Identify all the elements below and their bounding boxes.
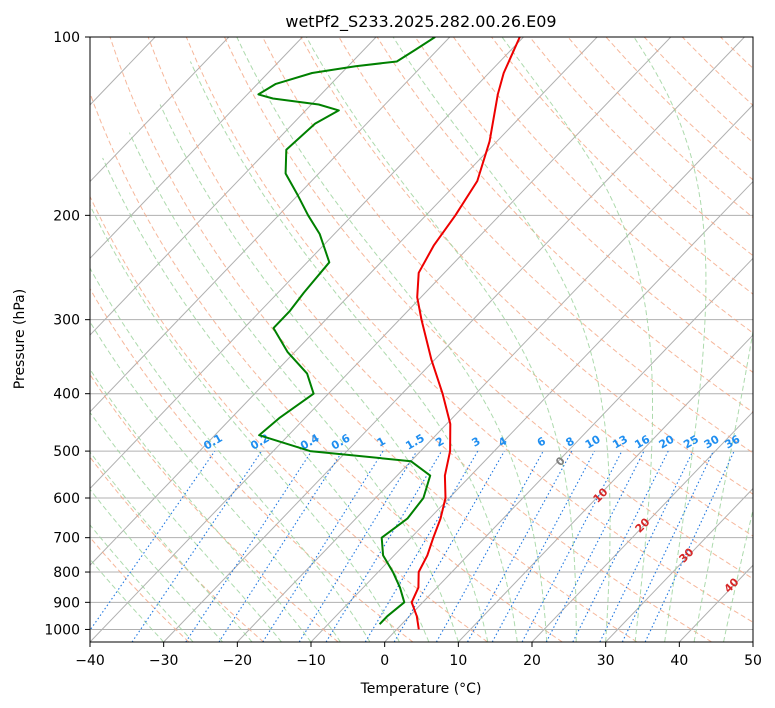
y-tick-label: 900: [53, 595, 80, 611]
x-tick-label: 40: [670, 653, 688, 669]
plot-background: [90, 37, 753, 642]
dry-adiabats: [90, 37, 775, 642]
x-tick-label: −10: [296, 653, 326, 669]
y-tick-label: 800: [53, 565, 80, 581]
moist-adiabat-line: [693, 328, 753, 642]
dry-adiabat-line: [90, 195, 488, 642]
y-tick-label: 400: [53, 387, 80, 403]
isotherm-line: [90, 37, 598, 566]
moist-adiabat-line: [90, 524, 194, 642]
profile-series: [257, 37, 521, 630]
dry-adiabat-line: [147, 37, 712, 642]
mixing-ratio-lines: [90, 450, 735, 642]
y-axis-ticks: 100 200 300 400 500 600 700 800 900 1000: [44, 30, 90, 638]
dry-adiabat-line: [90, 287, 414, 642]
y-tick-label: 1000: [44, 622, 80, 638]
moist-adiabat-line: [392, 37, 611, 642]
moist-adiabat-line: [90, 558, 165, 642]
isotherm-line: [90, 37, 524, 490]
moist-adiabat-line: [723, 508, 753, 642]
plot-frame: [89, 36, 754, 643]
mixing-ratio-line: [435, 450, 544, 642]
moist-adiabat-line: [128, 132, 459, 642]
chart-title: wetPf2_S233.2025.282.00.26.E09: [285, 12, 556, 32]
x-tick-label: 50: [744, 653, 762, 669]
isotherm-line: [90, 37, 303, 260]
moist-adiabat-line: [305, 37, 577, 642]
isotherm-line: [384, 257, 753, 642]
mixing-ratio-line: [262, 450, 384, 642]
dry-adiabat-line: [90, 536, 190, 642]
mixing-ratio-line: [298, 450, 418, 642]
mixing-ratio-line: [364, 450, 479, 642]
dry-adiabat-line: [262, 37, 753, 537]
x-tick-label: 30: [597, 653, 615, 669]
y-tick-label: 300: [53, 313, 80, 329]
dry-adiabat-line: [90, 456, 264, 642]
isotherm-line: [457, 334, 753, 642]
mixing-ratio-line: [644, 450, 735, 642]
dry-adiabat-line: [338, 37, 753, 454]
dry-adiabat-line: [185, 37, 753, 623]
mixing-ratio-line: [218, 450, 343, 642]
mixing-ratio-line: [325, 450, 443, 642]
y-tick-label: 600: [53, 491, 80, 507]
dry-adiabat-line: [90, 91, 563, 642]
mixing-ratio-line: [90, 450, 216, 632]
isotherm-line: [90, 37, 451, 413]
moist-adiabat-line: [90, 204, 400, 642]
y-tick-label: 100: [53, 30, 80, 46]
moist-adiabat-line: [189, 61, 518, 642]
x-tick-label: −40: [75, 653, 105, 669]
moist-adiabat-line: [236, 37, 548, 642]
mixing-ratio-line: [491, 450, 595, 642]
x-tick-label: 10: [449, 653, 467, 669]
moist-adiabat-line: [90, 451, 253, 642]
moist-adiabat-line: [752, 639, 753, 642]
x-tick-label: −20: [223, 653, 253, 669]
isotherm-line: [0, 37, 8, 642]
moist-adiabat-line: [90, 321, 341, 642]
mixing-ratio-line: [131, 450, 263, 642]
y-axis-title: Pressure (hPa): [12, 289, 28, 389]
moist-adiabat-line: [633, 37, 707, 642]
temperature-profile-line: [410, 37, 521, 630]
x-tick-label: −30: [149, 653, 179, 669]
x-tick-label: 0: [380, 653, 389, 669]
dry-adiabat-line: [109, 37, 638, 642]
isotherm-line: [90, 37, 672, 642]
isotherm-line: [605, 487, 753, 642]
y-tick-label: 500: [53, 444, 80, 460]
x-axis-ticks: −40 −30 −20 −10 0 10 20 30 40 50: [75, 642, 762, 669]
x-tick-label: 20: [523, 653, 541, 669]
moist-adiabat-line: [159, 104, 489, 642]
mixing-ratio-line: [393, 450, 505, 642]
dry-adiabat-line: [224, 37, 753, 580]
mixing-ratio-line: [467, 450, 573, 642]
moist-adiabat-line: [90, 368, 312, 642]
mixing-ratio-line: [599, 450, 694, 642]
isotherm-line: [752, 641, 753, 642]
y-tick-label: 200: [53, 208, 80, 224]
x-axis-title: Temperature (°C): [360, 681, 482, 697]
moist-adiabat-line: [90, 267, 371, 642]
mixing-ratio-line: [621, 450, 714, 642]
dry-adiabat-line: [759, 37, 775, 642]
dry-adiabat-line: [376, 37, 753, 413]
y-tick-label: 700: [53, 531, 80, 547]
dewpoint-profile-line: [257, 37, 436, 625]
isotherm-line: [531, 411, 753, 642]
dry-adiabat-line: [452, 37, 753, 334]
isotherm-line: [90, 37, 377, 336]
dry-adiabat-line: [90, 373, 339, 642]
